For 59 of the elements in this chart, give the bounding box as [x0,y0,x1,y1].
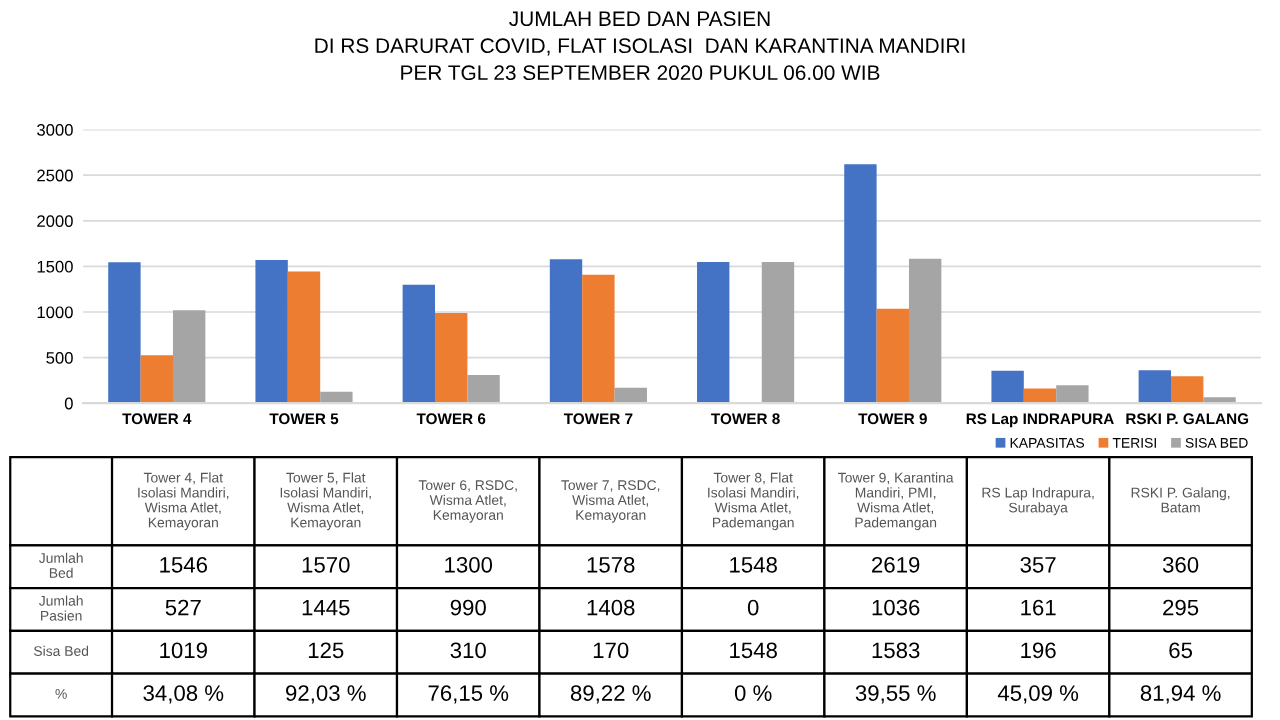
data-label: 1408 [587,599,635,616]
data-label: 1578 [587,556,635,573]
bar [697,262,730,404]
data-label: 1036 [872,599,920,616]
y-tick-label: 2000 [37,215,73,227]
data-label: 196 [1021,642,1056,659]
data-label: 161 [1021,599,1056,616]
text: 92,03 % [286,685,366,704]
y-tick-label: 1500 [37,260,73,273]
data-label: 1546 [160,556,208,573]
data-label: 310 [450,642,486,659]
text: 0 % [734,685,772,701]
y-tick-label: 1000 [37,306,73,319]
text: 34,08 % [143,685,224,704]
text: 45,09 % [997,685,1079,704]
y-tick-label: 500 [46,352,73,364]
data-label: 1548 [730,556,777,573]
y-tick-label: 3000 [37,124,73,136]
y-tick-label: 2500 [37,169,73,182]
bar [255,260,288,404]
data-label: 990 [450,599,486,616]
bar [402,284,436,404]
chart-title: JUMLAH BED DAN PASIEN DI RS DARURAT COVID, FLAT ISOLASI DAN KARANTINA MANDIRI PER TGL 23 SEPTEMBER 2020 PUKUL 06.00 WIB [315,11,965,81]
bar [582,274,615,404]
bar [1138,370,1172,404]
data-label: 170 [593,642,629,659]
data-label: 1548 [730,642,777,659]
data-label: 527 [165,599,201,616]
data-label: 125 [308,642,344,659]
text: 39,55 % [855,685,936,704]
bar [467,374,500,404]
bar [140,355,173,404]
bar [287,271,321,404]
text: 81,94 % [1140,685,1221,704]
data-label: 65 [1169,642,1193,659]
text: 89,22 % [570,685,651,704]
data-label: 1019 [160,642,207,659]
bar [1171,376,1204,404]
text: 76,15 % [428,685,509,704]
data-label: 0 [747,599,759,616]
data-label: 295 [1163,599,1199,616]
data-label: 1445 [302,599,350,616]
bar [172,310,206,404]
bar [844,164,877,404]
bar [991,370,1024,404]
data-label: 357 [1020,556,1056,573]
data-label: 1570 [302,556,350,573]
data-label: 1300 [445,556,493,573]
bar [1056,385,1089,404]
data-label: 1583 [872,642,920,659]
bar [435,312,468,404]
data-label: 360 [1162,556,1199,573]
bar [908,258,942,404]
bar [549,259,583,404]
y-tick-label: 0 [64,397,73,410]
bar [108,262,141,404]
bar [876,308,909,404]
data-label: 2619 [872,556,920,573]
bar [761,262,795,404]
